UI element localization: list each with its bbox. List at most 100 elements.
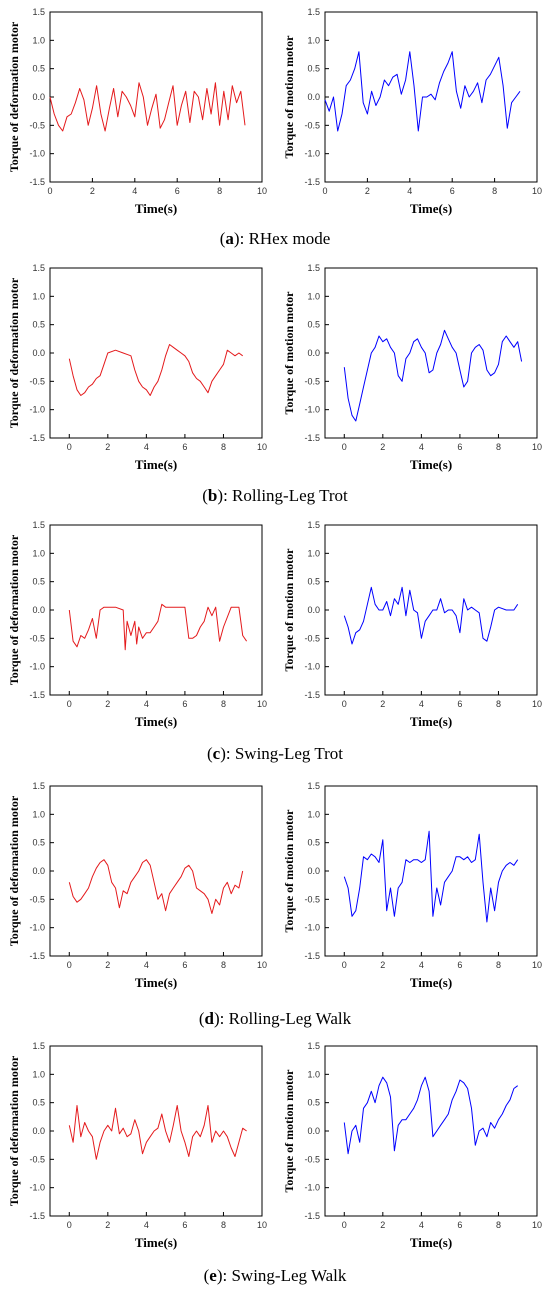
x-tick-label: 2: [105, 1220, 110, 1230]
y-axis-label: Torque of deformation motor: [7, 277, 21, 428]
y-axis-label: Torque of motion motor: [282, 809, 296, 933]
y-tick-label: 0.0: [307, 605, 320, 615]
x-tick-label: 0: [67, 699, 72, 709]
x-axis-label: Time(s): [135, 201, 177, 216]
plot-frame: [49, 1045, 263, 1217]
x-tick-label: 4: [419, 442, 424, 452]
caption-text: : Rolling-Leg Walk: [219, 1009, 352, 1028]
y-tick-label: -1.5: [29, 177, 45, 187]
x-tick-label: 8: [217, 186, 222, 196]
caption-text: : Swing-Leg Walk: [222, 1266, 347, 1285]
x-tick-label: 2: [380, 699, 385, 709]
x-tick-label: 4: [144, 960, 149, 970]
x-tick-label: 4: [144, 699, 149, 709]
x-tick-label: 0: [67, 1220, 72, 1230]
x-tick-label: 10: [257, 699, 267, 709]
series-line: [343, 329, 523, 422]
y-tick-label: -0.5: [29, 633, 45, 643]
x-tick-label: 4: [144, 442, 149, 452]
x-tick-label: 6: [457, 1220, 462, 1230]
x-axis-label: Time(s): [135, 975, 177, 990]
y-tick-label: 1.5: [307, 263, 320, 273]
y-tick-label: -0.5: [29, 894, 45, 904]
x-tick-label: 2: [380, 960, 385, 970]
y-tick-label: 0.0: [32, 1126, 45, 1136]
x-axis-label: Time(s): [135, 457, 177, 472]
chart: -1.5 -1.0 -0.5 0.0 0.5 1.0 1.5 0 2 4 6 8 10 Time(s) To…: [7, 781, 267, 990]
x-tick-label: 8: [221, 1220, 226, 1230]
x-tick-label: 8: [492, 186, 497, 196]
plot-frame: [49, 267, 263, 439]
y-tick-label: -1.5: [304, 951, 320, 961]
x-tick-label: 0: [342, 1220, 347, 1230]
y-tick-label: 1.0: [307, 35, 320, 45]
y-tick-label: 0.5: [307, 320, 320, 330]
series-line: [68, 859, 244, 914]
y-tick-label: 1.0: [307, 1069, 320, 1079]
y-tick-label: 1.0: [32, 291, 45, 301]
caption-text: : Swing-Leg Trot: [225, 744, 344, 763]
x-tick-label: 2: [90, 186, 95, 196]
x-tick-label: 6: [457, 442, 462, 452]
y-tick-label: 1.5: [307, 520, 320, 530]
y-tick-label: -0.5: [304, 894, 320, 904]
y-tick-label: 1.0: [32, 548, 45, 558]
y-tick-label: -0.5: [304, 633, 320, 643]
x-tick-label: 6: [457, 960, 462, 970]
x-tick-label: 10: [257, 1220, 267, 1230]
y-tick-label: -1.0: [304, 923, 320, 933]
y-axis-label: Torque of motion motor: [282, 1069, 296, 1193]
caption-text: : RHex mode: [239, 229, 331, 248]
chart: -1.5 -1.0 -0.5 0.0 0.5 1.0 1.5 0 2 4 6 8 10 Time(s) To…: [282, 781, 542, 990]
x-tick-label: 8: [221, 442, 226, 452]
x-tick-label: 10: [532, 699, 542, 709]
x-tick-label: 2: [105, 442, 110, 452]
x-tick-label: 6: [182, 699, 187, 709]
y-tick-label: -1.5: [29, 433, 45, 443]
y-tick-label: -1.5: [304, 1211, 320, 1221]
y-axis-label: Torque of motion motor: [282, 291, 296, 415]
y-tick-label: 0.5: [307, 838, 320, 848]
y-tick-label: -1.5: [304, 433, 320, 443]
x-tick-label: 8: [496, 1220, 501, 1230]
x-tick-label: 8: [221, 699, 226, 709]
x-tick-label: 0: [342, 699, 347, 709]
x-tick-label: 8: [496, 960, 501, 970]
chart: -1.5 -1.0 -0.5 0.0 0.5 1.0 1.5 0 2 4 6 8 10 Time(s) To…: [7, 263, 267, 472]
y-tick-label: -0.5: [304, 120, 320, 130]
y-tick-label: 0.0: [32, 866, 45, 876]
x-tick-label: 0: [342, 442, 347, 452]
y-tick-label: -0.5: [29, 120, 45, 130]
y-tick-label: -1.5: [304, 177, 320, 187]
y-tick-label: -0.5: [29, 376, 45, 386]
x-tick-label: 2: [105, 960, 110, 970]
y-tick-label: -1.0: [304, 149, 320, 159]
y-tick-label: -1.0: [304, 405, 320, 415]
caption-letter: a: [225, 229, 234, 248]
x-tick-label: 8: [496, 442, 501, 452]
x-tick-label: 10: [532, 1220, 542, 1230]
series-line: [343, 1076, 518, 1155]
y-tick-label: 1.5: [32, 7, 45, 17]
chart: -1.5 -1.0 -0.5 0.0 0.5 1.0 1.5 0 2 4 6 8 10 Time(s) To…: [7, 520, 267, 729]
series-line: [68, 1105, 247, 1160]
series-line: [68, 344, 243, 396]
x-tick-label: 0: [342, 960, 347, 970]
caption-letter: b: [207, 486, 218, 505]
caption-d: (d): Rolling-Leg Walk: [198, 1009, 352, 1028]
y-tick-label: 1.5: [307, 1041, 320, 1051]
x-tick-label: 4: [144, 1220, 149, 1230]
y-tick-label: -1.5: [304, 690, 320, 700]
x-axis-label: Time(s): [410, 975, 452, 990]
x-axis-label: Time(s): [410, 1235, 452, 1250]
x-tick-label: 10: [532, 442, 542, 452]
caption-b: (b): Rolling-Leg Trot: [202, 486, 348, 505]
y-tick-label: -1.0: [29, 923, 45, 933]
y-tick-label: 0.5: [307, 577, 320, 587]
y-axis-label: Torque of deformation motor: [7, 21, 21, 172]
y-tick-label: -1.0: [29, 662, 45, 672]
y-tick-label: -1.0: [304, 1183, 320, 1193]
y-tick-label: 0.0: [307, 92, 320, 102]
